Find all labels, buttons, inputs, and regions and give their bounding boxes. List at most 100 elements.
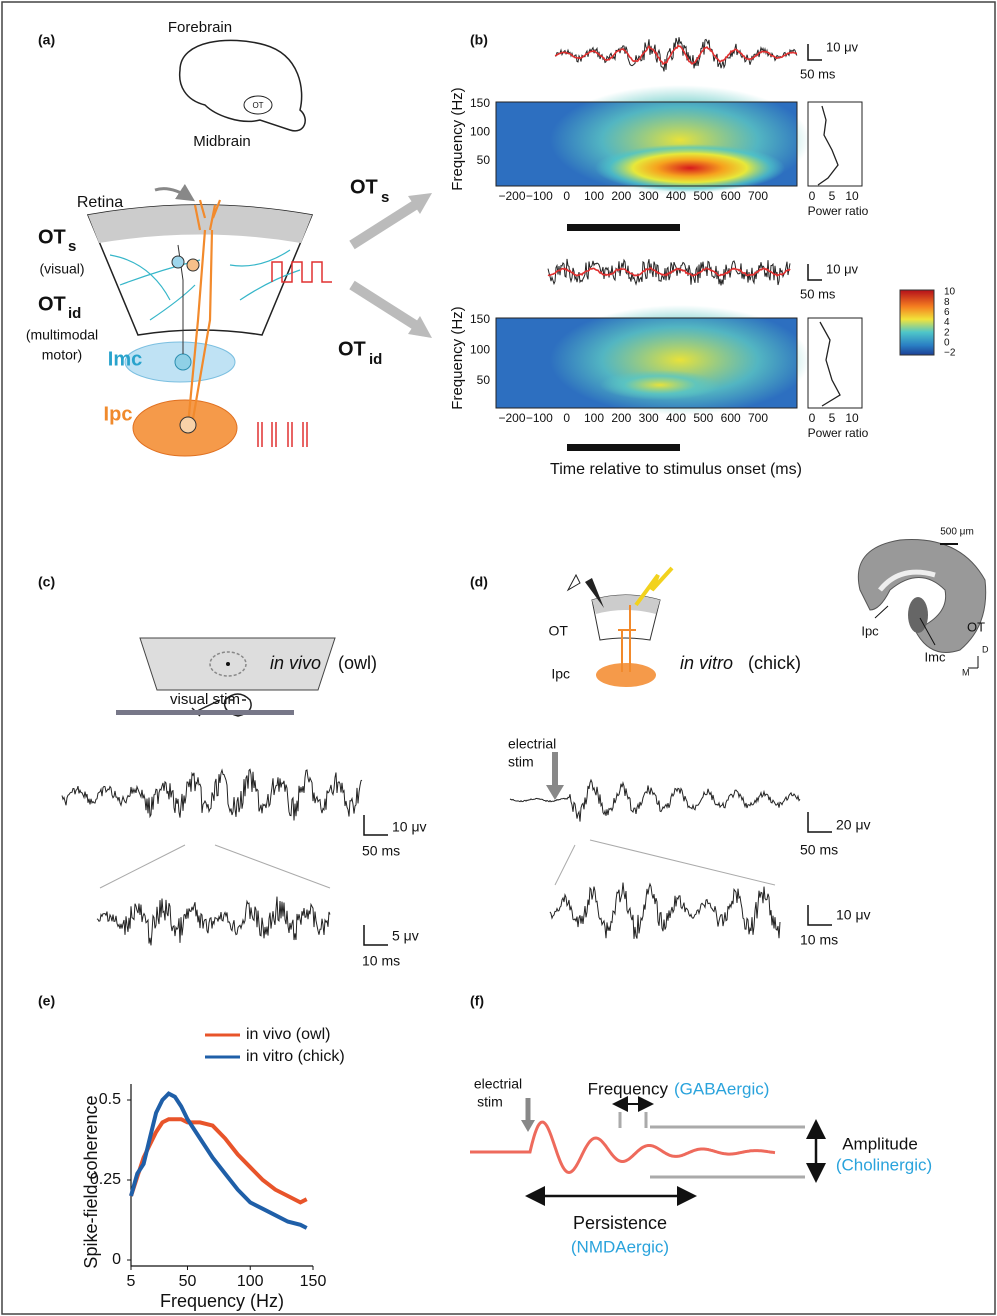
ot-slice-top bbox=[592, 595, 660, 614]
ot-outline bbox=[243, 95, 273, 115]
label: OT bbox=[549, 623, 569, 639]
colorbar-tick-label: 0 bbox=[944, 337, 950, 348]
label: (GABAergic) bbox=[674, 1079, 769, 1098]
label: id bbox=[68, 305, 81, 322]
label: (owl) bbox=[338, 653, 377, 673]
label: in vitro bbox=[680, 653, 733, 673]
screen bbox=[139, 637, 336, 691]
colorbar-tick-label: 6 bbox=[944, 307, 950, 318]
label: 10 μv bbox=[392, 819, 427, 835]
time-tick-label: 0 bbox=[563, 411, 570, 425]
power-tick-label: 10 bbox=[845, 411, 859, 425]
label: electrial bbox=[508, 736, 556, 752]
ipc-neuron bbox=[186, 199, 222, 426]
label: Ipc bbox=[104, 403, 133, 425]
label: OT bbox=[338, 338, 366, 360]
freq-tick-label: 150 bbox=[470, 312, 490, 326]
label: 500 μm bbox=[940, 527, 974, 538]
label: (e) bbox=[38, 993, 55, 1009]
label: 50 ms bbox=[800, 66, 836, 81]
time-tick-label: 600 bbox=[721, 411, 741, 425]
y-tick-label: 0.25 bbox=[90, 1171, 121, 1188]
label: 50 ms bbox=[362, 843, 400, 859]
label: OT bbox=[350, 176, 378, 198]
ots-spikes bbox=[271, 261, 332, 283]
time-tick-label: 200 bbox=[611, 411, 631, 425]
time-tick-label: −200 bbox=[498, 411, 525, 425]
freq-tick-label: 100 bbox=[470, 343, 490, 357]
y-tick-label: 0 bbox=[112, 1251, 121, 1268]
label: (c) bbox=[38, 574, 55, 590]
power-tick-label: 5 bbox=[829, 411, 836, 425]
oscillation bbox=[470, 1120, 776, 1175]
label: Retina bbox=[77, 194, 123, 211]
lfp-fit-otid bbox=[547, 267, 791, 277]
scale-bar-d1 bbox=[807, 812, 832, 833]
label: 50 ms bbox=[800, 842, 838, 858]
time-tick-label: 700 bbox=[748, 411, 768, 425]
guide-lines bbox=[618, 1112, 805, 1179]
stim-bar-1 bbox=[567, 224, 680, 231]
zoom-trace-d bbox=[549, 882, 781, 939]
power-tick-label: 0 bbox=[809, 411, 816, 425]
ot-cell bbox=[186, 258, 200, 272]
ipc-bursts bbox=[257, 422, 308, 447]
stim-arrow-d-head bbox=[546, 785, 564, 800]
time-tick-label: 700 bbox=[748, 189, 768, 203]
lfp-trace-d bbox=[509, 778, 801, 822]
label: motor) bbox=[42, 347, 82, 363]
colorbar-tick-label: −2 bbox=[944, 348, 956, 359]
freq-tick-label: 150 bbox=[470, 96, 490, 110]
time-tick-label: 400 bbox=[666, 411, 686, 425]
freq-tick-label: 50 bbox=[477, 373, 491, 387]
time-tick-label: 400 bbox=[666, 189, 686, 203]
power-tick-label: 5 bbox=[829, 189, 836, 203]
label: 10 ms bbox=[800, 932, 838, 948]
label: s bbox=[381, 189, 389, 206]
label: Ipc bbox=[551, 666, 570, 682]
label: in vivo bbox=[270, 653, 321, 673]
label: (NMDAergic) bbox=[571, 1237, 669, 1256]
stim-dot bbox=[226, 662, 230, 666]
time-tick-label: 600 bbox=[721, 189, 741, 203]
imc-branches bbox=[109, 249, 301, 321]
x-axis-label: Frequency (Hz) bbox=[160, 1291, 284, 1311]
lfp-trace-c bbox=[61, 768, 363, 821]
retina-arrow bbox=[154, 183, 196, 202]
label: 5 μv bbox=[392, 928, 419, 944]
time-tick-label: 300 bbox=[639, 189, 659, 203]
label: (visual) bbox=[39, 261, 84, 277]
time-tick-label: 100 bbox=[584, 189, 604, 203]
time-tick-label: 100 bbox=[584, 411, 604, 425]
label: Imc bbox=[108, 348, 142, 370]
lfp-trace-ots bbox=[554, 37, 798, 72]
label: 10 ms bbox=[362, 953, 400, 969]
lfp-trace-otid bbox=[547, 258, 791, 286]
colorbar-tick-label: 2 bbox=[944, 327, 950, 338]
label: id bbox=[369, 351, 382, 368]
time-tick-label: 500 bbox=[693, 189, 713, 203]
arrow-otid bbox=[349, 280, 418, 330]
series-line bbox=[129, 1091, 308, 1230]
legend-label: in vitro (chick) bbox=[246, 1048, 345, 1065]
label: stim bbox=[477, 1094, 503, 1110]
freq-tick-label: 50 bbox=[477, 153, 491, 167]
x-tick-label: 5 bbox=[127, 1273, 136, 1290]
time-tick-label: 200 bbox=[611, 189, 631, 203]
label: Persistence bbox=[573, 1213, 667, 1233]
arrow-ots bbox=[349, 200, 418, 250]
freq-tick-label: 100 bbox=[470, 124, 490, 138]
label: Midbrain bbox=[193, 133, 251, 150]
label: OT bbox=[967, 619, 985, 634]
label: OT bbox=[38, 226, 66, 248]
scale-bar-d2 bbox=[807, 905, 832, 926]
time-tick-label: −100 bbox=[526, 411, 553, 425]
imc-cell bbox=[174, 353, 192, 371]
power-box-1 bbox=[807, 101, 863, 187]
series-line bbox=[129, 1117, 308, 1205]
label: (multimodal bbox=[26, 327, 98, 343]
label: Imc bbox=[925, 649, 946, 664]
x-axis-label: Time relative to stimulus onset (ms) bbox=[550, 461, 802, 478]
label: s bbox=[68, 238, 76, 255]
